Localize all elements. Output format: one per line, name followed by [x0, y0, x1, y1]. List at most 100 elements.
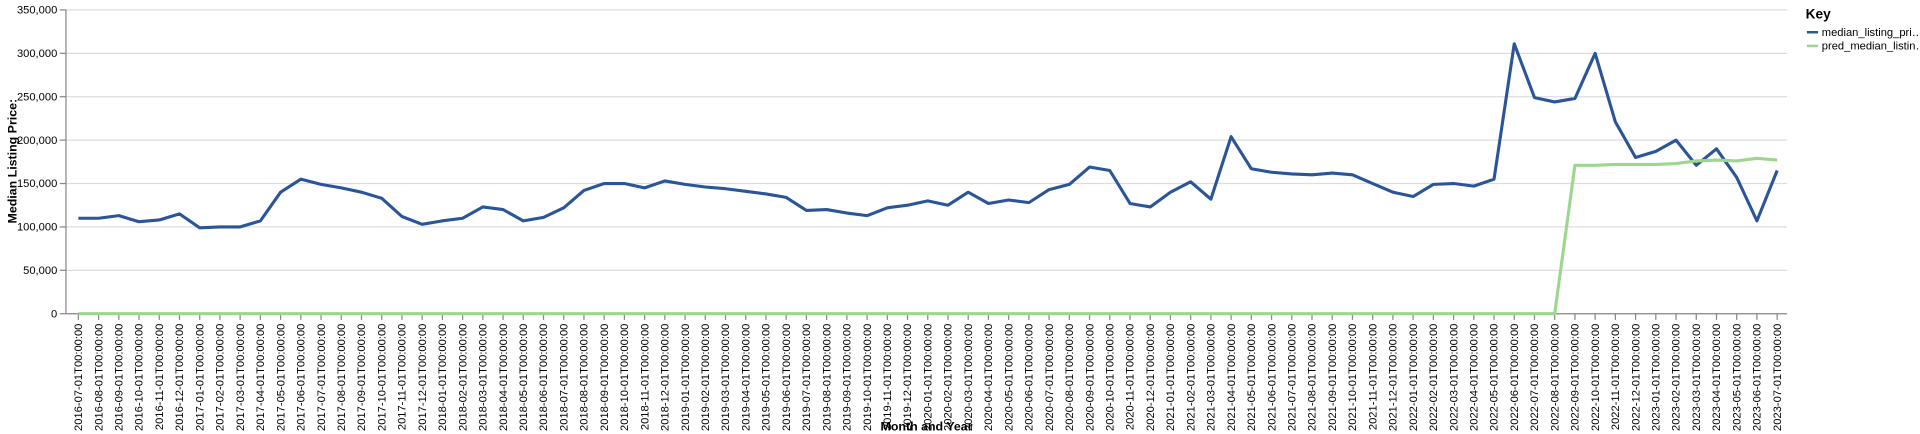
x-tick-label: 2021-12-01T00:00:00 [1388, 324, 1400, 431]
x-axis-title: Month and Year [881, 419, 973, 433]
x-tick-label: 2018-08-01T00:00:00 [579, 324, 591, 431]
x-tick-label: 2019-06-01T00:00:00 [781, 324, 793, 431]
x-tick-label: 2020-01-01T00:00:00 [922, 324, 934, 431]
x-tick-label: 2021-11-01T00:00:00 [1367, 324, 1379, 430]
x-tick-label: 2020-12-01T00:00:00 [1145, 324, 1157, 431]
x-tick-label: 2020-08-01T00:00:00 [1064, 324, 1076, 431]
x-tick-label: 2022-11-01T00:00:00 [1610, 324, 1622, 430]
x-tick-label: 2018-12-01T00:00:00 [660, 324, 672, 431]
x-tick-label: 2021-06-01T00:00:00 [1266, 324, 1278, 431]
x-tick-label: 2018-02-01T00:00:00 [457, 324, 469, 431]
x-tick-label: 2023-01-01T00:00:00 [1651, 324, 1663, 431]
x-tick-label: 2018-11-01T00:00:00 [639, 324, 651, 430]
x-tick-label: 2021-04-01T00:00:00 [1226, 324, 1238, 431]
x-tick-label: 2016-12-01T00:00:00 [174, 324, 186, 431]
y-tick-label: 250,000 [17, 91, 57, 103]
x-tick-label: 2018-06-01T00:00:00 [538, 324, 550, 431]
x-tick-label: 2018-04-01T00:00:00 [498, 324, 510, 431]
x-tick-label: 2023-04-01T00:00:00 [1711, 324, 1723, 431]
x-tick-label: 2018-07-01T00:00:00 [558, 324, 570, 431]
x-tick-label: 2016-07-01T00:00:00 [73, 324, 85, 431]
y-tick-label: 200,000 [17, 135, 57, 147]
x-tick-label: 2022-05-01T00:00:00 [1489, 324, 1501, 431]
x-tick-label: 2023-07-01T00:00:00 [1772, 324, 1784, 431]
x-tick-label: 2020-04-01T00:00:00 [983, 324, 995, 431]
x-tick-label: 2022-12-01T00:00:00 [1630, 324, 1642, 431]
x-tick-label: 2019-07-01T00:00:00 [801, 324, 813, 431]
y-axis-title: Median Listing Price: [5, 99, 19, 224]
x-tick-label: 2017-09-01T00:00:00 [356, 324, 368, 431]
x-tick-label: 2022-06-01T00:00:00 [1509, 324, 1521, 431]
x-tick-label: 2018-05-01T00:00:00 [518, 324, 530, 431]
x-tick-label: 2017-04-01T00:00:00 [255, 324, 267, 431]
x-tick-label: 2023-02-01T00:00:00 [1671, 324, 1683, 431]
x-tick-label: 2019-03-01T00:00:00 [720, 324, 732, 431]
legend-label: pred_median_listin… [1822, 41, 1920, 53]
x-tick-label: 2023-05-01T00:00:00 [1731, 324, 1743, 431]
x-tick-label: 2017-02-01T00:00:00 [215, 324, 227, 431]
x-tick-label: 2018-09-01T00:00:00 [599, 324, 611, 431]
y-tick-label: 0 [51, 308, 57, 320]
x-tick-label: 2017-10-01T00:00:00 [376, 324, 388, 431]
y-tick-label: 300,000 [17, 48, 57, 60]
x-tick-label: 2021-03-01T00:00:00 [1206, 324, 1218, 431]
x-tick-label: 2019-08-01T00:00:00 [821, 324, 833, 431]
x-tick-label: 2019-05-01T00:00:00 [761, 324, 773, 431]
x-tick-label: 2021-02-01T00:00:00 [1185, 324, 1197, 431]
x-tick-label: 2019-02-01T00:00:00 [700, 324, 712, 431]
series-line [78, 156, 1778, 316]
x-tick-label: 2016-09-01T00:00:00 [114, 324, 126, 431]
x-tick-label: 2017-01-01T00:00:00 [194, 324, 206, 431]
x-tick-label: 2020-11-01T00:00:00 [1125, 324, 1137, 430]
x-tick-label: 2022-10-01T00:00:00 [1590, 324, 1602, 431]
x-tick-label: 2022-01-01T00:00:00 [1408, 324, 1420, 431]
x-tick-label: 2020-03-01T00:00:00 [963, 324, 975, 431]
x-tick-label: 2023-03-01T00:00:00 [1691, 324, 1703, 431]
x-tick-label: 2019-09-01T00:00:00 [842, 324, 854, 431]
x-tick-label: 2022-07-01T00:00:00 [1529, 324, 1541, 431]
x-tick-label: 2017-07-01T00:00:00 [316, 324, 328, 431]
x-tick-label: 2017-06-01T00:00:00 [296, 324, 308, 431]
x-tick-label: 2019-10-01T00:00:00 [862, 324, 874, 431]
x-tick-label: 2019-12-01T00:00:00 [902, 324, 914, 431]
x-tick-label: 2021-07-01T00:00:00 [1287, 324, 1299, 431]
y-tick-label: 150,000 [17, 178, 57, 190]
series-line [78, 42, 1779, 230]
x-tick-label: 2016-11-01T00:00:00 [154, 324, 166, 430]
x-tick-label: 2020-07-01T00:00:00 [1044, 324, 1056, 431]
legend-label: median_listing_pri… [1822, 27, 1920, 39]
x-tick-label: 2017-03-01T00:00:00 [235, 324, 247, 431]
x-tick-label: 2021-08-01T00:00:00 [1307, 324, 1319, 431]
x-tick-label: 2016-10-01T00:00:00 [134, 324, 146, 431]
x-tick-label: 2017-12-01T00:00:00 [417, 324, 429, 431]
x-tick-label: 2022-08-01T00:00:00 [1549, 324, 1561, 431]
x-tick-label: 2020-06-01T00:00:00 [1024, 324, 1036, 431]
x-tick-label: 2019-01-01T00:00:00 [680, 324, 692, 431]
x-tick-label: 2020-09-01T00:00:00 [1084, 324, 1096, 431]
x-tick-label: 2021-09-01T00:00:00 [1327, 324, 1339, 431]
y-tick-label: 50,000 [23, 265, 57, 277]
y-tick-label: 100,000 [17, 222, 57, 234]
x-tick-label: 2017-05-01T00:00:00 [275, 324, 287, 431]
x-tick-label: 2023-06-01T00:00:00 [1752, 324, 1764, 431]
legend-title: Key [1806, 7, 1831, 22]
x-tick-label: 2020-02-01T00:00:00 [943, 324, 955, 431]
x-tick-label: 2019-11-01T00:00:00 [882, 324, 894, 430]
x-tick-label: 2019-04-01T00:00:00 [740, 324, 752, 431]
x-tick-label: 2021-10-01T00:00:00 [1347, 324, 1359, 431]
x-tick-label: 2018-01-01T00:00:00 [437, 324, 449, 431]
x-tick-label: 2018-03-01T00:00:00 [478, 324, 490, 431]
x-tick-label: 2017-08-01T00:00:00 [336, 324, 348, 431]
x-tick-label: 2021-05-01T00:00:00 [1246, 324, 1258, 431]
y-tick-label: 350,000 [17, 5, 57, 17]
x-tick-label: 2020-10-01T00:00:00 [1104, 324, 1116, 431]
x-tick-label: 2022-09-01T00:00:00 [1570, 324, 1582, 431]
x-tick-label: 2017-11-01T00:00:00 [397, 324, 409, 430]
x-tick-label: 2022-02-01T00:00:00 [1428, 324, 1440, 431]
x-tick-label: 2018-10-01T00:00:00 [619, 324, 631, 431]
x-tick-label: 2021-01-01T00:00:00 [1165, 324, 1177, 431]
x-tick-label: 2016-08-01T00:00:00 [93, 324, 105, 431]
x-tick-label: 2022-03-01T00:00:00 [1448, 324, 1460, 431]
x-tick-label: 2020-05-01T00:00:00 [1003, 324, 1015, 431]
